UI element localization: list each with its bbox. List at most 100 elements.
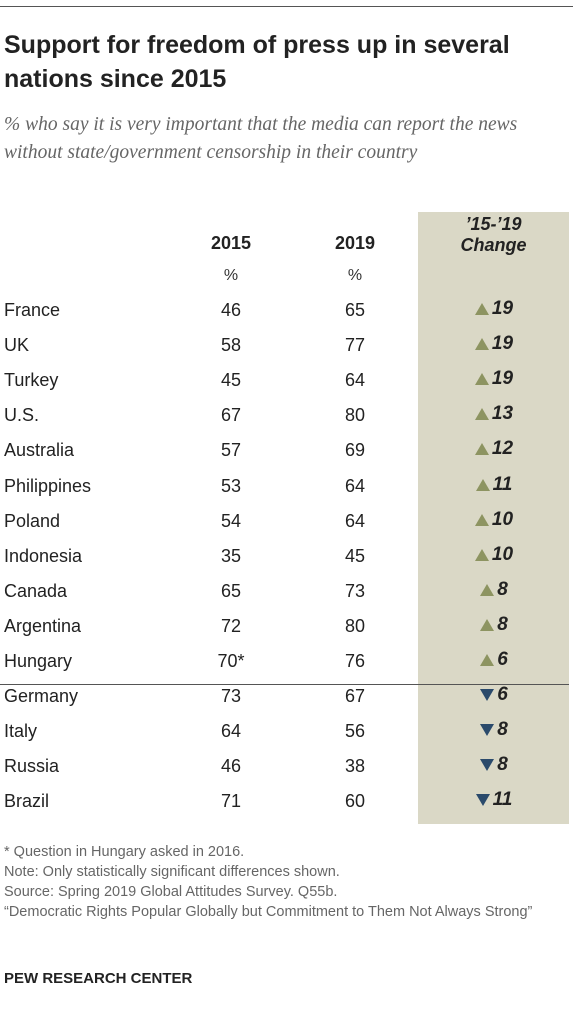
table-row: Germany 73 67 6 (0, 680, 573, 715)
country-label: Hungary (4, 651, 73, 671)
change-cell: 6 (418, 649, 569, 671)
change-cell: 19 (418, 368, 569, 390)
value-2015: 57 (220, 440, 242, 461)
country-label: Australia (4, 440, 75, 461)
value-2015: 70* (217, 651, 245, 671)
table-row: France 46 65 19 (0, 294, 573, 329)
country-label: Poland (4, 510, 61, 531)
country-label: Turkey (4, 370, 59, 391)
table-row: Russia 46 38 8 (0, 750, 573, 785)
value-2015: 58 (220, 335, 242, 356)
value-2015: 46 (220, 756, 242, 777)
value-2019: 65 (344, 300, 366, 320)
footnote-source: Source: Spring 2019 Global Attitudes Sur… (4, 884, 338, 900)
country-label: France (4, 300, 61, 320)
change-value: 19 (491, 298, 514, 319)
value-2015: 45 (220, 370, 242, 391)
change-cell: 12 (418, 438, 569, 460)
change-cell: 8 (418, 754, 569, 776)
change-header-label: Change (460, 235, 527, 255)
change-value: 8 (497, 613, 508, 635)
value-2019: 67 (344, 686, 366, 707)
change-cell: 13 (418, 403, 569, 425)
table-row: Italy 64 56 8 (0, 715, 573, 750)
country-label: Argentina (4, 615, 82, 636)
change-value: 11 (492, 473, 513, 495)
country-label: Russia (4, 756, 60, 777)
table-row: Brazil 71 60 11 (0, 785, 573, 820)
value-2015: 71 (220, 791, 242, 812)
value-2019: 80 (344, 615, 366, 636)
brand-logo-text: PEW RESEARCH CENTER (4, 970, 193, 987)
value-2015: 73 (220, 686, 242, 707)
table-row: Hungary 70* 76 6 (0, 645, 573, 680)
table-row: Australia 57 69 12 (0, 434, 573, 469)
value-2019: 64 (344, 370, 366, 391)
change-value: 8 (497, 719, 508, 741)
percent-unit-2015: % (223, 267, 239, 284)
table-row: Canada 65 73 8 (0, 575, 573, 610)
table-row: Turkey 45 64 19 (0, 364, 573, 399)
table-row: Indonesia 35 45 10 (0, 540, 573, 575)
value-2019: 60 (344, 791, 366, 812)
country-label: Philippines (4, 475, 92, 496)
column-header-2019: 2019 (334, 233, 376, 253)
footnote-report: “Democratic Rights Popular Globally but … (4, 904, 533, 920)
value-2019: 64 (344, 475, 366, 496)
change-cell: 8 (418, 579, 569, 601)
value-2015: 64 (220, 721, 242, 742)
country-label: Italy (4, 721, 38, 742)
footnote-hungary: * Question in Hungary asked in 2016. (4, 844, 245, 860)
triangle-up-icon (474, 443, 489, 456)
footnotes: * Question in Hungary asked in 2016. Not… (4, 842, 564, 922)
triangle-down-icon (475, 794, 490, 807)
value-2019: 80 (344, 405, 366, 426)
value-2019: 64 (344, 510, 366, 531)
table-row: U.S. 67 80 13 (0, 399, 573, 434)
triangle-up-icon (474, 303, 489, 315)
footnote-note: Note: Only statistically significant dif… (4, 864, 340, 880)
value-2015: 46 (220, 300, 242, 320)
triangle-up-icon (475, 478, 490, 491)
change-cell: 11 (418, 474, 569, 496)
country-label: Germany (4, 686, 79, 707)
triangle-up-icon (480, 583, 495, 596)
up-down-divider (0, 684, 569, 685)
change-value: 10 (491, 543, 514, 565)
change-value: 8 (497, 754, 508, 776)
change-cell: 6 (418, 684, 569, 706)
percent-unit-2019: % (347, 267, 363, 284)
triangle-up-icon (480, 654, 495, 666)
change-value: 13 (491, 403, 514, 425)
table-row: UK 58 77 19 (0, 329, 573, 364)
change-value: 6 (497, 684, 508, 706)
value-2015: 72 (220, 615, 242, 636)
triangle-down-icon (480, 759, 495, 772)
change-column-header: ’15-’19 Change (418, 214, 569, 256)
value-2015: 53 (220, 475, 242, 496)
value-2015: 35 (220, 545, 242, 566)
triangle-up-icon (474, 513, 489, 526)
value-2019: 38 (344, 756, 366, 777)
value-2015: 67 (220, 405, 242, 426)
value-2019: 73 (344, 580, 366, 601)
country-label: U.S. (4, 405, 40, 426)
change-value: 12 (491, 438, 514, 460)
value-2015: 65 (220, 580, 242, 601)
value-2019: 69 (344, 440, 366, 461)
change-cell: 11 (418, 789, 569, 811)
change-cell: 8 (418, 719, 569, 741)
country-label: Brazil (4, 791, 50, 812)
value-2019: 77 (344, 335, 366, 356)
change-value: 11 (492, 789, 513, 811)
change-cell: 19 (418, 298, 569, 320)
country-label: UK (4, 335, 30, 356)
top-rule (0, 6, 573, 7)
change-cell: 8 (418, 614, 569, 636)
triangle-up-icon (474, 373, 489, 386)
triangle-up-icon (474, 408, 489, 421)
value-2019: 76 (344, 651, 366, 671)
table-row: Argentina 72 80 8 (0, 610, 573, 645)
triangle-down-icon (480, 724, 495, 737)
change-value: 6 (497, 649, 508, 670)
